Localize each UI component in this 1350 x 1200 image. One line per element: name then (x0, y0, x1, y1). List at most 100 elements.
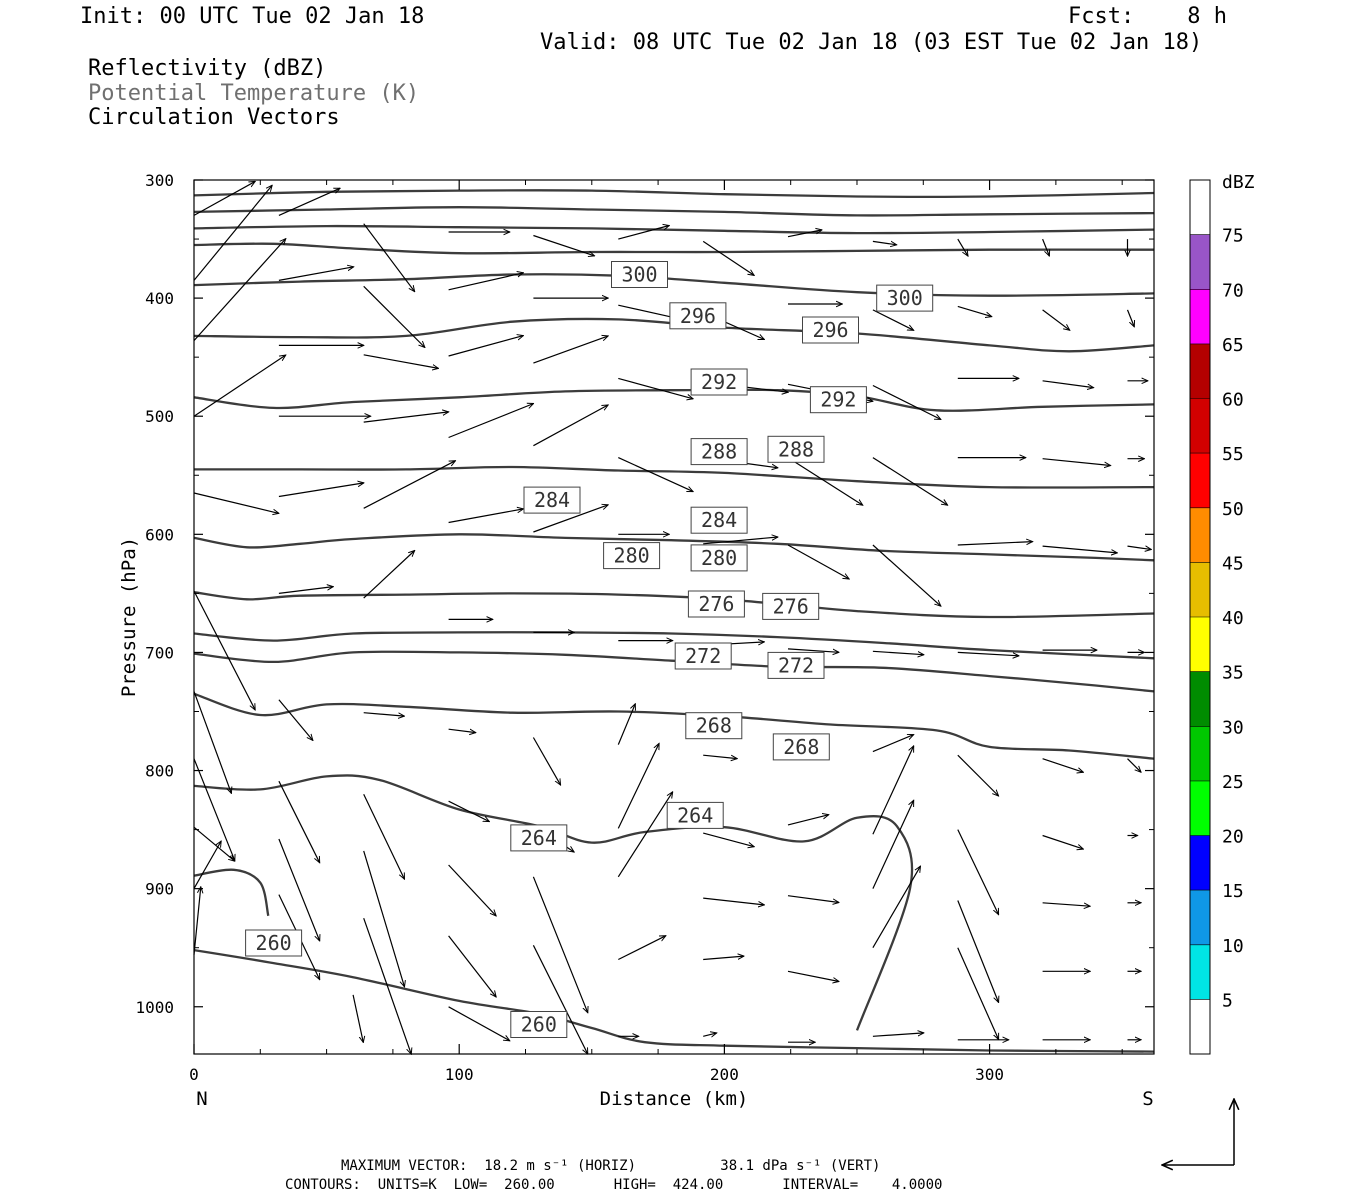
svg-text:300: 300 (887, 286, 923, 310)
circulation-vector-113 (618, 936, 666, 961)
circulation-vector-29 (618, 377, 693, 398)
circulation-vector-82 (1042, 758, 1084, 773)
circulation-vector-99 (448, 864, 497, 916)
circulation-vector-61 (278, 587, 333, 594)
theta-contour-276-10 (193, 631, 1155, 660)
circulation-vector-112 (532, 945, 587, 1054)
svg-text:296: 296 (680, 304, 716, 328)
x-start-label: N (196, 1088, 207, 1110)
circulation-vector-54 (703, 537, 778, 545)
theta-contours (193, 189, 1155, 1053)
colorbar-segment-2 (1190, 890, 1210, 945)
y-tick-label-400: 400 (145, 289, 174, 308)
theta-contour-272-11 (193, 650, 1155, 693)
field-theta-label: Potential Temperature (K) (88, 81, 420, 106)
circulation-vector-24 (193, 239, 286, 342)
circulation-vector-58 (1042, 545, 1118, 553)
circulation-vector-124 (703, 1033, 717, 1036)
circulation-vector-81 (957, 754, 999, 796)
circulation-vector-59 (1127, 546, 1152, 549)
theta-contour-268-12 (193, 692, 1155, 760)
svg-text:288: 288 (701, 440, 737, 464)
circulation-vector-8 (872, 241, 897, 244)
circulation-vector-62 (363, 551, 415, 599)
circulation-vector-57 (957, 542, 1033, 546)
dbz-colorbar: 5 10 15 20 25 30 35 40 45 50 55 60 65 70 75 (1189, 179, 1244, 1055)
contour-label-20: 260 (245, 929, 303, 957)
contour-label-11: 280 (690, 544, 748, 572)
circulation-vector-115 (787, 970, 839, 981)
circulation-vector-122 (448, 1006, 510, 1041)
circulation-vector-68 (872, 650, 924, 654)
circulation-vector-74 (363, 712, 405, 716)
circulation-vector-104 (872, 800, 915, 889)
circulation-vector-28 (533, 336, 608, 364)
contour-labels: 300 300 296 296 292 292 288 288 284 284 280 280 276 2… (245, 261, 934, 1038)
svg-text:284: 284 (701, 508, 737, 532)
contour-label-13: 276 (762, 592, 820, 620)
circulation-vector-13 (278, 267, 354, 281)
circulation-vector-60 (193, 590, 255, 710)
contour-label-14: 272 (674, 642, 732, 670)
theta-contour-300-1 (193, 206, 1155, 217)
contour-label-7: 288 (767, 435, 825, 463)
circulation-vector-86 (363, 793, 406, 879)
colorbar-segment-14 (1190, 234, 1210, 290)
y-axis-title: Pressure (hPa) (118, 537, 140, 697)
circulation-vector-100 (532, 876, 587, 1013)
circulation-vector-10 (1042, 238, 1050, 256)
svg-text:260: 260 (256, 931, 292, 955)
circulation-vector-72 (193, 691, 231, 793)
circulation-vector-85 (278, 780, 320, 863)
y-tick-label-500: 500 (145, 407, 174, 426)
colorbar-segment-15 (1190, 180, 1210, 235)
distance-axis: 0 100 200 300 (189, 180, 1123, 1084)
circulation-vector-36 (193, 355, 286, 417)
svg-text:276: 276 (698, 592, 734, 616)
colorbar-label-60: 60 (1222, 390, 1244, 411)
circulation-vector-76 (532, 737, 560, 786)
circulation-vector-87 (448, 800, 490, 821)
contour-label-6: 288 (690, 438, 748, 466)
theta-contour-288-7 (194, 465, 1155, 489)
circulation-vector-93 (957, 829, 1000, 915)
circulation-vector-22 (1042, 309, 1070, 330)
circulation-vector-2 (363, 223, 415, 292)
circulation-vector-55 (787, 544, 849, 579)
colorbar-label-15: 15 (1222, 881, 1244, 902)
circulation-vector-108 (193, 841, 221, 889)
colorbar-segment-1 (1190, 944, 1210, 1000)
x-tick-label-200: 200 (710, 1065, 739, 1084)
contour-label-4: 292 (690, 368, 748, 396)
colorbar-unit: dBZ (1222, 172, 1255, 193)
circulation-vector-7 (787, 230, 822, 238)
circulation-vector-114 (703, 956, 744, 961)
svg-text:292: 292 (701, 370, 737, 394)
svg-text:272: 272 (778, 653, 814, 677)
circulation-vector-103 (787, 895, 839, 903)
circulation-vector-83 (1127, 758, 1142, 773)
svg-text:272: 272 (685, 644, 721, 668)
x-tick-label-100: 100 (445, 1065, 474, 1084)
y-tick-label-600: 600 (145, 525, 174, 544)
colorbar-label-40: 40 (1222, 608, 1244, 629)
theta-contour-264-13 (193, 774, 914, 1031)
colorbar-segment-13 (1190, 289, 1210, 344)
circulation-vector-94 (1042, 834, 1084, 850)
svg-text:280: 280 (614, 544, 650, 568)
circulation-vector-43 (787, 457, 863, 506)
circulation-vector-40 (533, 405, 608, 447)
circulation-vector-105 (957, 900, 999, 1003)
theta-contour-300-2 (193, 224, 1155, 235)
svg-text:300: 300 (621, 263, 657, 287)
svg-text:268: 268 (783, 735, 819, 759)
circulation-vector-0 (193, 181, 255, 216)
svg-text:288: 288 (778, 437, 814, 461)
contour-label-10: 280 (603, 542, 661, 570)
colorbar-label-5: 5 (1222, 990, 1233, 1011)
contour-label-16: 268 (685, 712, 743, 740)
reference-vector-icon (1162, 1099, 1234, 1165)
circulation-vector-12 (193, 185, 272, 281)
circulation-vector-26 (363, 354, 439, 369)
circulation-vector-1 (278, 187, 340, 216)
